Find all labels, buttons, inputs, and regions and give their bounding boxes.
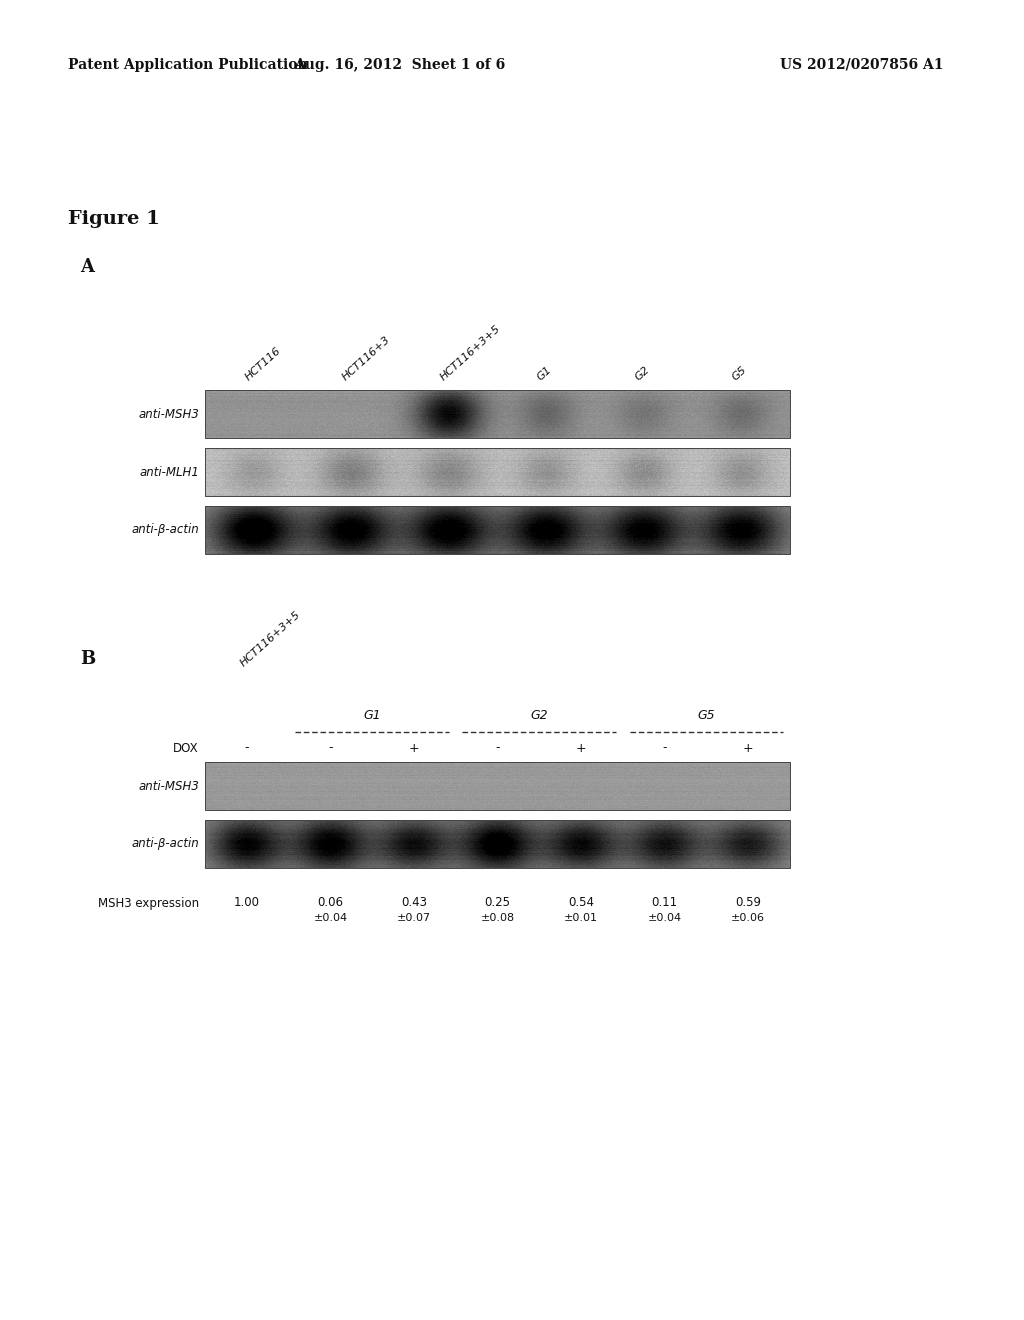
Text: G5: G5 bbox=[697, 709, 715, 722]
Text: ±0.08: ±0.08 bbox=[480, 913, 515, 923]
Text: 0.54: 0.54 bbox=[568, 896, 594, 909]
Text: US 2012/0207856 A1: US 2012/0207856 A1 bbox=[780, 58, 943, 73]
Bar bbox=[205, 506, 790, 554]
Text: HCT116: HCT116 bbox=[243, 345, 283, 381]
Text: +: + bbox=[575, 742, 587, 755]
Text: ±0.07: ±0.07 bbox=[397, 913, 431, 923]
Text: DOX: DOX bbox=[173, 742, 199, 755]
Text: anti-MLH1: anti-MLH1 bbox=[139, 466, 199, 479]
Text: 0.59: 0.59 bbox=[735, 896, 761, 909]
Text: G5: G5 bbox=[730, 364, 749, 381]
Text: HCT116+3: HCT116+3 bbox=[341, 334, 392, 381]
Text: Figure 1: Figure 1 bbox=[68, 210, 160, 228]
Text: G2: G2 bbox=[633, 364, 651, 381]
Text: A: A bbox=[80, 257, 94, 276]
Text: -: - bbox=[663, 742, 667, 755]
Text: HCT116+3+5: HCT116+3+5 bbox=[239, 609, 302, 668]
Bar bbox=[205, 389, 790, 438]
Text: ±0.01: ±0.01 bbox=[564, 913, 598, 923]
Text: ±0.04: ±0.04 bbox=[313, 913, 347, 923]
Bar bbox=[205, 762, 790, 810]
Text: anti-β-actin: anti-β-actin bbox=[131, 524, 199, 536]
Text: 1.00: 1.00 bbox=[233, 896, 260, 909]
Text: Patent Application Publication: Patent Application Publication bbox=[68, 58, 307, 73]
Text: anti-MSH3: anti-MSH3 bbox=[138, 780, 199, 792]
Text: G2: G2 bbox=[530, 709, 548, 722]
Text: anti-β-actin: anti-β-actin bbox=[131, 837, 199, 850]
Text: -: - bbox=[245, 742, 249, 755]
Text: G1: G1 bbox=[536, 364, 554, 381]
Text: anti-MSH3: anti-MSH3 bbox=[138, 408, 199, 421]
Text: HCT116+3+5: HCT116+3+5 bbox=[438, 323, 502, 381]
Text: +: + bbox=[742, 742, 754, 755]
Text: -: - bbox=[496, 742, 500, 755]
Text: 0.25: 0.25 bbox=[484, 896, 511, 909]
Text: ±0.06: ±0.06 bbox=[731, 913, 765, 923]
Text: B: B bbox=[80, 649, 95, 668]
Text: MSH3 expression: MSH3 expression bbox=[98, 898, 199, 911]
Text: Aug. 16, 2012  Sheet 1 of 6: Aug. 16, 2012 Sheet 1 of 6 bbox=[294, 58, 506, 73]
Text: +: + bbox=[409, 742, 419, 755]
Bar bbox=[205, 820, 790, 869]
Text: 0.06: 0.06 bbox=[317, 896, 343, 909]
Text: 0.43: 0.43 bbox=[401, 896, 427, 909]
Text: -: - bbox=[328, 742, 333, 755]
Text: G1: G1 bbox=[364, 709, 381, 722]
Bar bbox=[205, 447, 790, 496]
Text: 0.11: 0.11 bbox=[651, 896, 678, 909]
Text: ±0.04: ±0.04 bbox=[647, 913, 682, 923]
